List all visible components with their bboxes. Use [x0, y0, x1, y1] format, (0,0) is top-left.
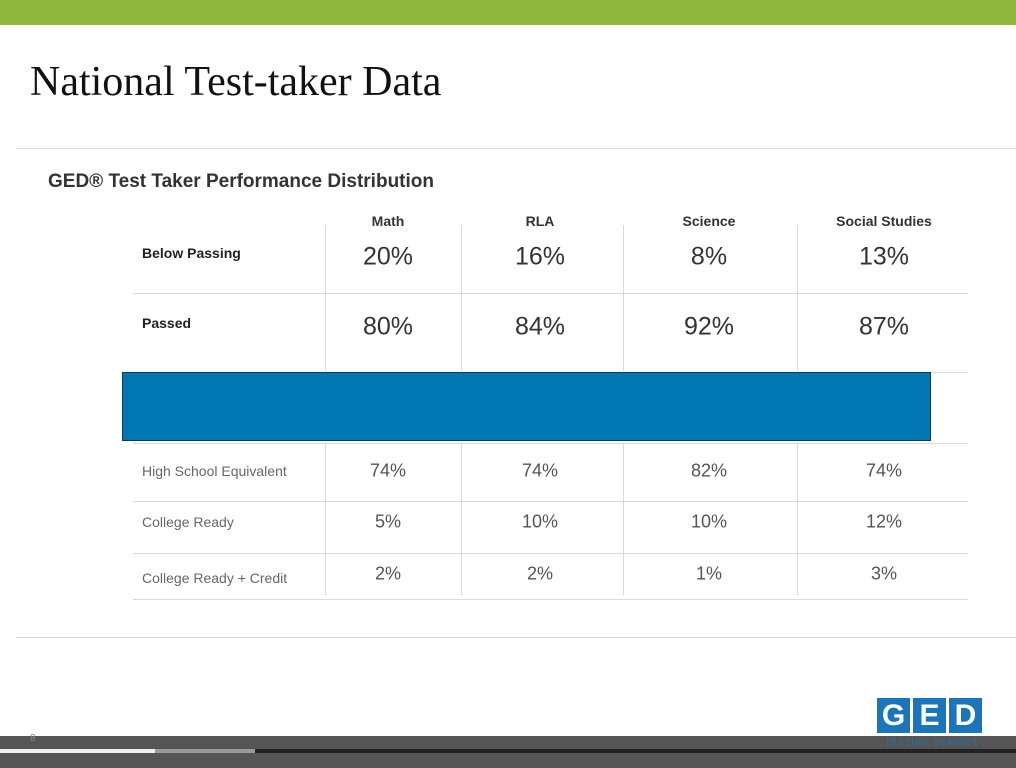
cell: 1% [695, 563, 723, 584]
logo-tagline: TESTING SERVICE [885, 738, 980, 747]
cell: 10% [521, 511, 559, 532]
column-header: Math [371, 213, 405, 229]
column-rule [797, 225, 798, 371]
logo-letter: D [949, 698, 982, 733]
row-rule [133, 293, 968, 294]
logo-letter: G [877, 698, 910, 733]
cell: 87% [858, 312, 910, 341]
column-rule [797, 443, 798, 595]
row-label: Below Passing [142, 245, 241, 261]
column-rule [461, 225, 462, 371]
cell: 2% [526, 563, 554, 584]
column-header: Social Studies [836, 213, 932, 229]
column-rule [325, 443, 326, 595]
title: National Test-taker Data [30, 59, 442, 105]
cell: 12% [865, 511, 903, 532]
cell: 10% [690, 511, 728, 532]
top-bar [0, 0, 1016, 25]
cell: 84% [514, 312, 566, 341]
cell: 74% [369, 460, 407, 481]
row-label: High School Equivalent [142, 463, 287, 479]
column-rule [623, 225, 624, 371]
column-header: RLA [525, 213, 555, 229]
progress-track [0, 749, 1016, 753]
cell: 3% [870, 563, 898, 584]
logo-letter: E [913, 698, 946, 733]
cell: 80% [362, 312, 414, 341]
cell: 5% [374, 511, 402, 532]
cell: 74% [865, 460, 903, 481]
row-rule [133, 599, 968, 600]
page-number: 8 [30, 733, 36, 744]
row-label: Passed [142, 315, 192, 331]
row-rule [133, 553, 968, 554]
rule [16, 148, 1016, 149]
cell: 2% [374, 563, 402, 584]
cell: 13% [858, 242, 910, 271]
row-rule [133, 443, 968, 444]
banner [122, 372, 931, 441]
cell: 16% [514, 242, 566, 271]
column-rule [623, 443, 624, 595]
row-label: College Ready + Credit [142, 570, 288, 586]
cell: 74% [521, 460, 559, 481]
row-rule [133, 501, 968, 502]
column-rule [461, 443, 462, 595]
table-caption: GED® Test Taker Performance Distribution [48, 171, 434, 192]
cell: 82% [690, 460, 728, 481]
rule [16, 637, 1016, 638]
column-header: Science [682, 213, 736, 229]
cell: 20% [362, 242, 414, 271]
cell: 92% [683, 312, 735, 341]
row-label: College Ready [142, 514, 234, 530]
cell: 8% [690, 242, 728, 271]
progress-played [0, 749, 155, 753]
column-rule [325, 225, 326, 371]
